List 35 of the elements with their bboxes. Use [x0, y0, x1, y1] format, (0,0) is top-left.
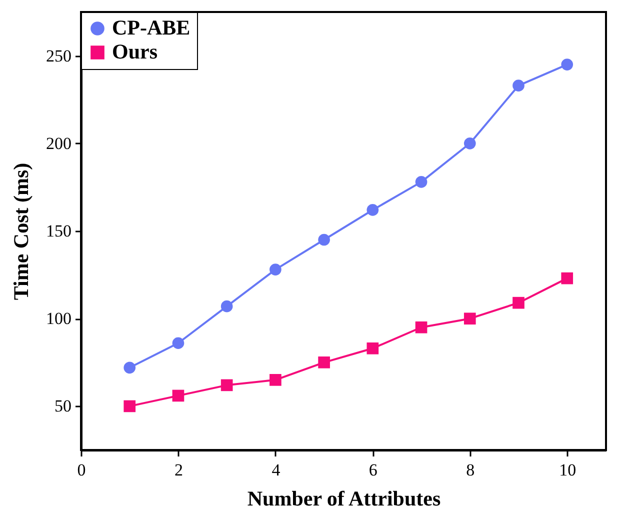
x-tick-label: 10 [559, 460, 576, 480]
x-tick-label: 2 [174, 460, 183, 480]
point [172, 390, 184, 402]
point [172, 337, 184, 350]
point [512, 296, 524, 309]
point [124, 362, 136, 374]
point [270, 264, 282, 276]
point [318, 234, 330, 246]
point [270, 374, 282, 386]
point [220, 300, 233, 312]
y-tick-label: 150 [46, 222, 72, 240]
point [366, 342, 379, 354]
y-tick-label: 100 [46, 309, 72, 328]
point [318, 356, 330, 368]
point [415, 321, 428, 334]
x-tick-label: 6 [368, 460, 378, 480]
point [415, 176, 428, 188]
x-axis-title: Number of Attributes [247, 486, 441, 510]
x-tick-label: 0 [77, 460, 86, 480]
legend-label: CP-ABE [112, 16, 190, 40]
point [366, 204, 379, 216]
y-tick-label: 50 [54, 396, 72, 416]
point [124, 400, 136, 412]
legend-label: Ours [112, 40, 158, 64]
point [464, 312, 476, 325]
y-tick-label: 200 [46, 134, 72, 153]
point [561, 58, 574, 70]
point [512, 80, 524, 92]
point [220, 379, 233, 392]
y-tick-label: 250 [46, 46, 72, 66]
point [561, 272, 574, 284]
y-axis-title: Time Cost (ms) [9, 162, 33, 300]
point [464, 137, 476, 150]
x-tick-label: 4 [272, 460, 281, 480]
x-tick-label: 8 [466, 460, 475, 480]
